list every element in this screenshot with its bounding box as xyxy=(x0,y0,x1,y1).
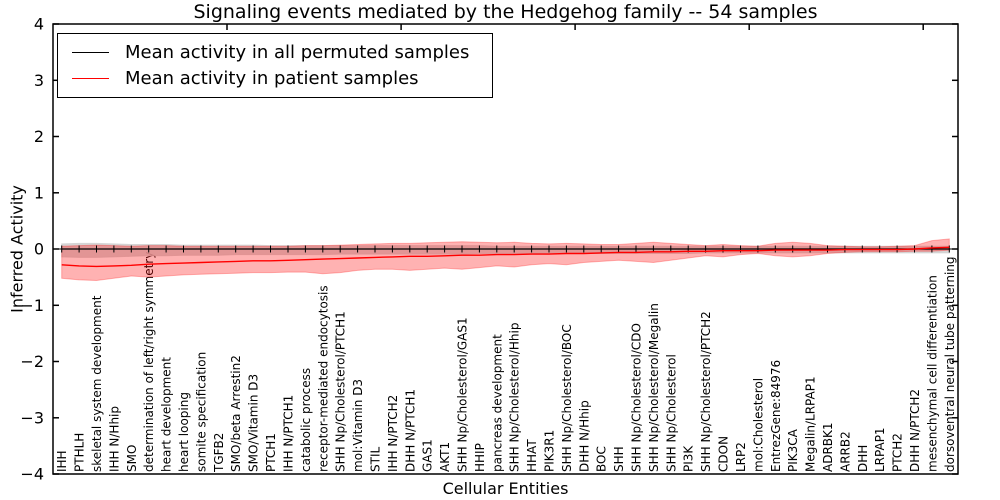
category-label: somite specification xyxy=(194,352,208,472)
category-label: HHIP xyxy=(473,443,487,472)
category-label: SHH Np/Cholesterol/PTCH2 xyxy=(699,311,713,472)
category-label: SMO xyxy=(125,445,139,472)
y-axis-label: Inferred Activity xyxy=(7,185,27,313)
category-label: IHH N/PTCH2 xyxy=(386,395,400,472)
category-label: LRP2 xyxy=(734,442,748,472)
y-tick-label: −1 xyxy=(20,296,44,315)
category-label: DHH N/Hhip xyxy=(577,400,591,472)
category-label: GAS1 xyxy=(421,439,435,472)
category-label: receptor-mediated endocytosis xyxy=(316,285,330,472)
category-label: mol:Vitamin D3 xyxy=(351,379,365,472)
category-label: BOC xyxy=(595,446,609,472)
std-band xyxy=(61,242,950,258)
category-label: AKT1 xyxy=(438,442,452,472)
category-label: SHH Np/Cholesterol xyxy=(664,354,678,472)
category-label: PTCH2 xyxy=(891,433,905,472)
y-tick-label: −2 xyxy=(20,352,44,371)
category-label: heart looping xyxy=(177,392,191,472)
category-label: IHH N/Hhip xyxy=(107,406,121,472)
legend-label-permuted: Mean activity in all permuted samples xyxy=(125,41,470,63)
category-label: catabolic process xyxy=(299,368,313,472)
category-label: Megalin/LRPAP1 xyxy=(804,376,818,472)
y-tick-label: 3 xyxy=(34,71,44,90)
category-label: mol:Cholesterol xyxy=(751,378,765,472)
category-label: SHH Np/Cholesterol/CDO xyxy=(630,323,644,472)
category-label: ADRBK1 xyxy=(821,422,835,472)
patient-mean-line xyxy=(61,246,950,268)
y-tick-label: −3 xyxy=(20,408,44,427)
y-tick-label: 1 xyxy=(34,183,44,202)
category-label: PIK3R1 xyxy=(543,430,557,472)
category-label: SMO/Vitamin D3 xyxy=(247,374,261,472)
category-label: IHH N/PTCH1 xyxy=(282,395,296,472)
category-label: SHH Np/Cholesterol/Hhip xyxy=(508,323,522,472)
permuted-line-icon xyxy=(72,51,109,53)
category-label: ARRB2 xyxy=(838,431,852,472)
x-axis-label: Cellular Entities xyxy=(442,479,569,498)
category-label: SHH Np/Cholesterol/Megalin xyxy=(647,303,661,472)
patient-line-icon xyxy=(72,78,109,80)
category-label: TGFB2 xyxy=(212,433,226,473)
category-label: dorsoventral neural tube patterning xyxy=(943,256,957,472)
category-label: CDON xyxy=(717,436,731,472)
category-label: IHH xyxy=(55,450,69,472)
category-label: PI3K xyxy=(682,445,696,472)
category-label: skeletal system development xyxy=(90,295,104,472)
category-label: PTHLH xyxy=(73,433,87,472)
category-label: SHH xyxy=(612,446,626,472)
category-label: EntrezGene:84976 xyxy=(769,360,783,472)
category-label: SMO/beta Arrestin2 xyxy=(229,355,243,472)
legend: Mean activity in all permuted samples Me… xyxy=(57,33,493,98)
legend-item-patient: Mean activity in patient samples xyxy=(58,68,492,89)
y-tick-label: −4 xyxy=(20,465,44,484)
y-tick-label: 4 xyxy=(34,15,44,34)
legend-label-patient: Mean activity in patient samples xyxy=(125,68,419,90)
category-label: HHAT xyxy=(525,439,539,472)
category-label: DHH N/PTCH1 xyxy=(403,389,417,472)
category-label: PTCH1 xyxy=(264,433,278,472)
y-tick-label: 0 xyxy=(34,240,44,259)
category-label: determination of left/right symmetry xyxy=(142,252,156,472)
category-label: SHH Np/Cholesterol/GAS1 xyxy=(456,317,470,472)
y-tick-label: 2 xyxy=(34,127,44,146)
category-label: pancreas development xyxy=(490,334,504,472)
category-label: STIL xyxy=(369,447,383,472)
category-label: mesenchymal cell differentiation xyxy=(925,275,939,472)
category-label: DHH N/PTCH2 xyxy=(908,389,922,472)
chart-title: Signaling events mediated by the Hedgeho… xyxy=(193,1,818,23)
category-label: PIK3CA xyxy=(786,428,800,472)
legend-item-permuted: Mean activity in all permuted samples xyxy=(58,42,492,63)
category-label: DHH xyxy=(856,445,870,472)
category-label: heart development xyxy=(160,357,174,472)
category-label: SHH Np/Cholesterol/PTCH1 xyxy=(334,311,348,472)
category-label: SHH Np/Cholesterol/BOC xyxy=(560,324,574,472)
category-label: LRPAP1 xyxy=(873,427,887,472)
